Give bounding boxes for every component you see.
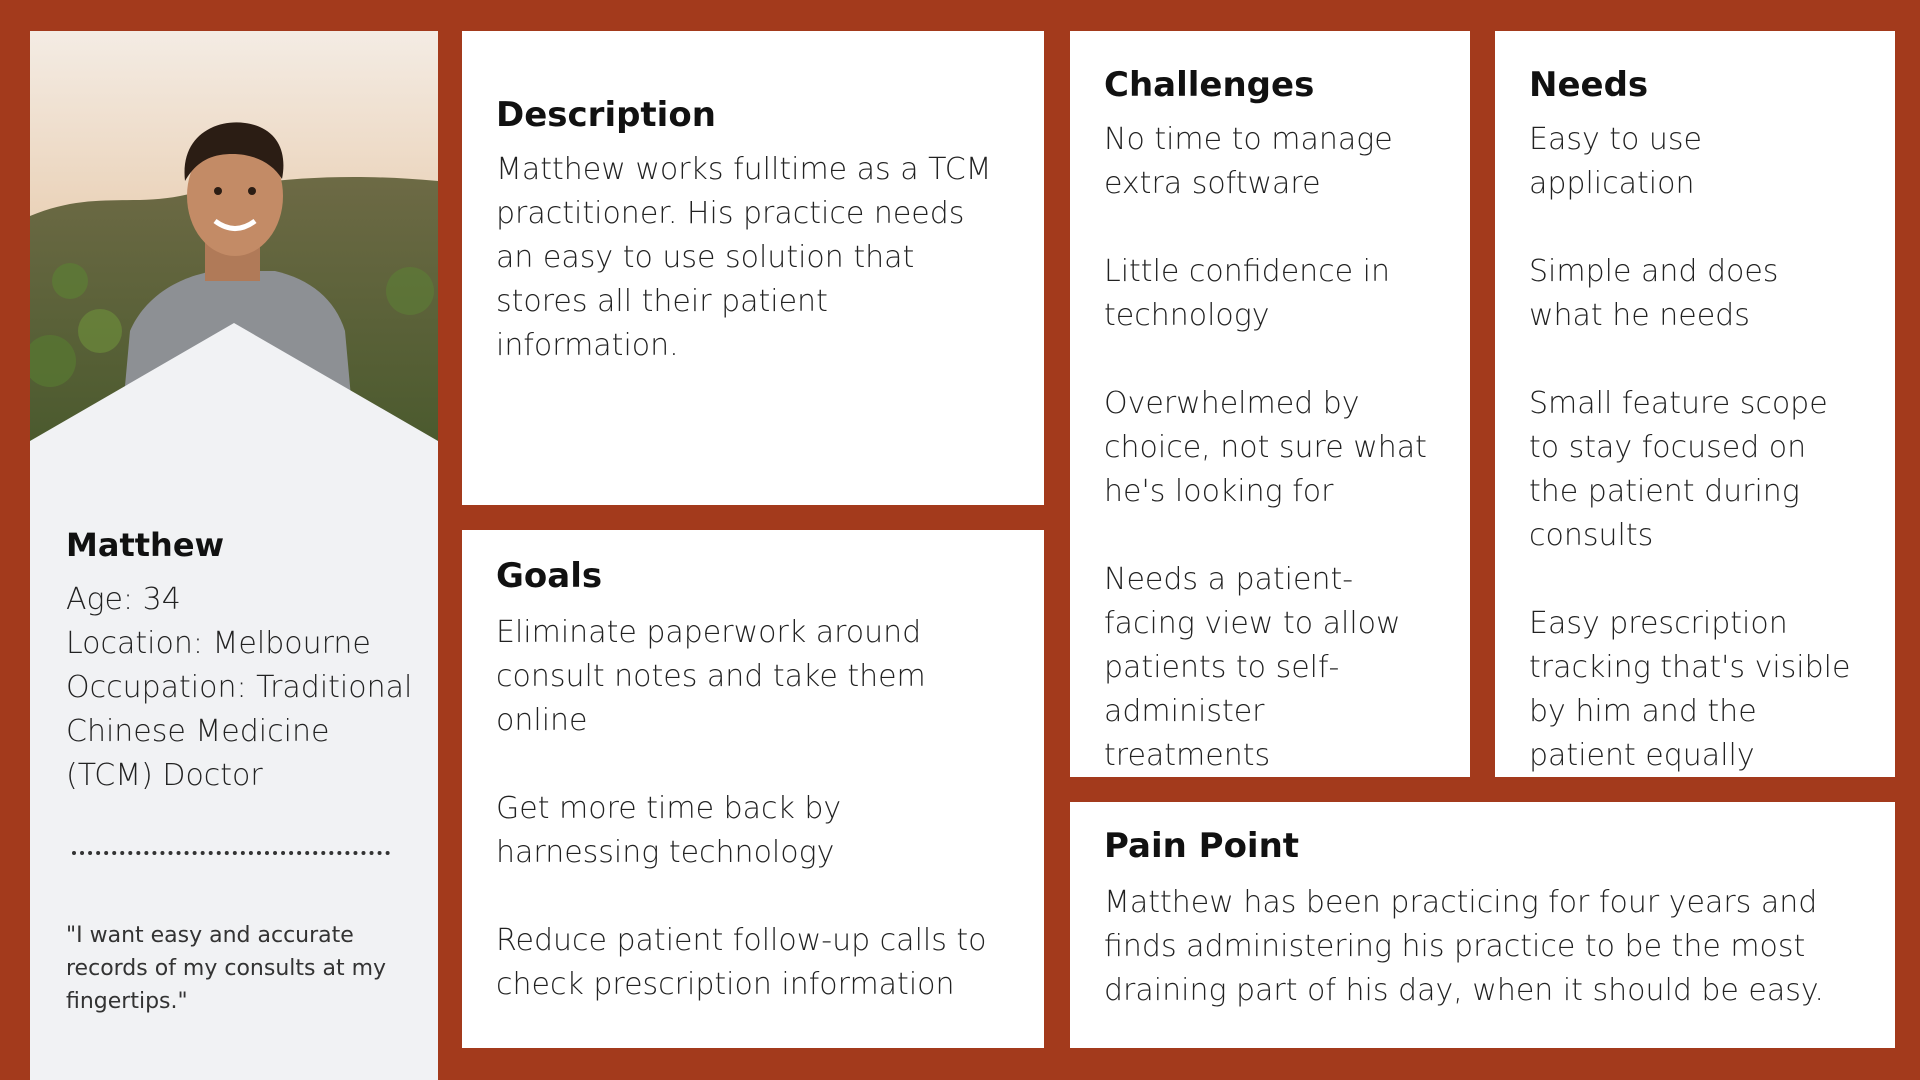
goals-list: Eliminate paperwork around consult notes… [496,611,1010,1007]
description-text: Matthew works fulltime as a TCM practiti… [496,151,992,363]
pain-point-text: Matthew has been practicing for four yea… [1104,884,1824,1008]
persona-photo [30,31,438,441]
challenge-item: Needs a patient-facing view to allow pat… [1104,561,1401,773]
pain-point-title: Pain Point [1104,826,1300,866]
dotted-divider [72,851,390,855]
needs-title: Needs [1529,65,1649,105]
description-title: Description [496,95,716,135]
pain-point-card: Pain Point Matthew has been practicing f… [1070,802,1895,1048]
need-item: Easy prescription tracking that's visibl… [1529,605,1851,773]
challenges-card: Challenges No time to manage extra softw… [1070,31,1470,777]
persona-profile-card: Matthew Age: 34 Location: Melbourne Occu… [30,31,438,1080]
persona-quote: "I want easy and accurate records of my … [66,923,387,1014]
description-card: Description Matthew works fulltime as a … [462,31,1044,505]
needs-list: Easy to use application Simple and does … [1529,118,1861,778]
goal-item: Get more time back by harnessing technol… [496,790,842,870]
persona-location: Location: Melbourne [66,626,371,661]
needs-card: Needs Easy to use application Simple and… [1495,31,1895,777]
goal-item: Eliminate paperwork around consult notes… [496,614,926,738]
challenges-title: Challenges [1104,65,1315,105]
goals-card: Goals Eliminate paperwork around consult… [462,530,1044,1048]
challenge-item: Overwhelmed by choice, not sure what he'… [1104,385,1427,509]
persona-occupation: Occupation: Traditional Chinese Medicine… [66,670,413,793]
challenges-list: No time to manage extra software Little … [1104,118,1436,778]
challenge-item: Little confidence in technology [1104,253,1391,333]
need-item: Small feature scope to stay focused on t… [1529,385,1828,553]
goal-item: Reduce patient follow-up calls to check … [496,922,987,1002]
need-item: Simple and does what he needs [1529,253,1779,333]
need-item: Easy to use application [1529,121,1703,201]
persona-age: Age: 34 [66,582,181,617]
persona-name: Matthew [66,526,225,564]
challenge-item: No time to manage extra software [1104,121,1393,201]
goals-title: Goals [496,556,603,596]
persona-details: Matthew Age: 34 Location: Melbourne Occu… [66,526,416,798]
